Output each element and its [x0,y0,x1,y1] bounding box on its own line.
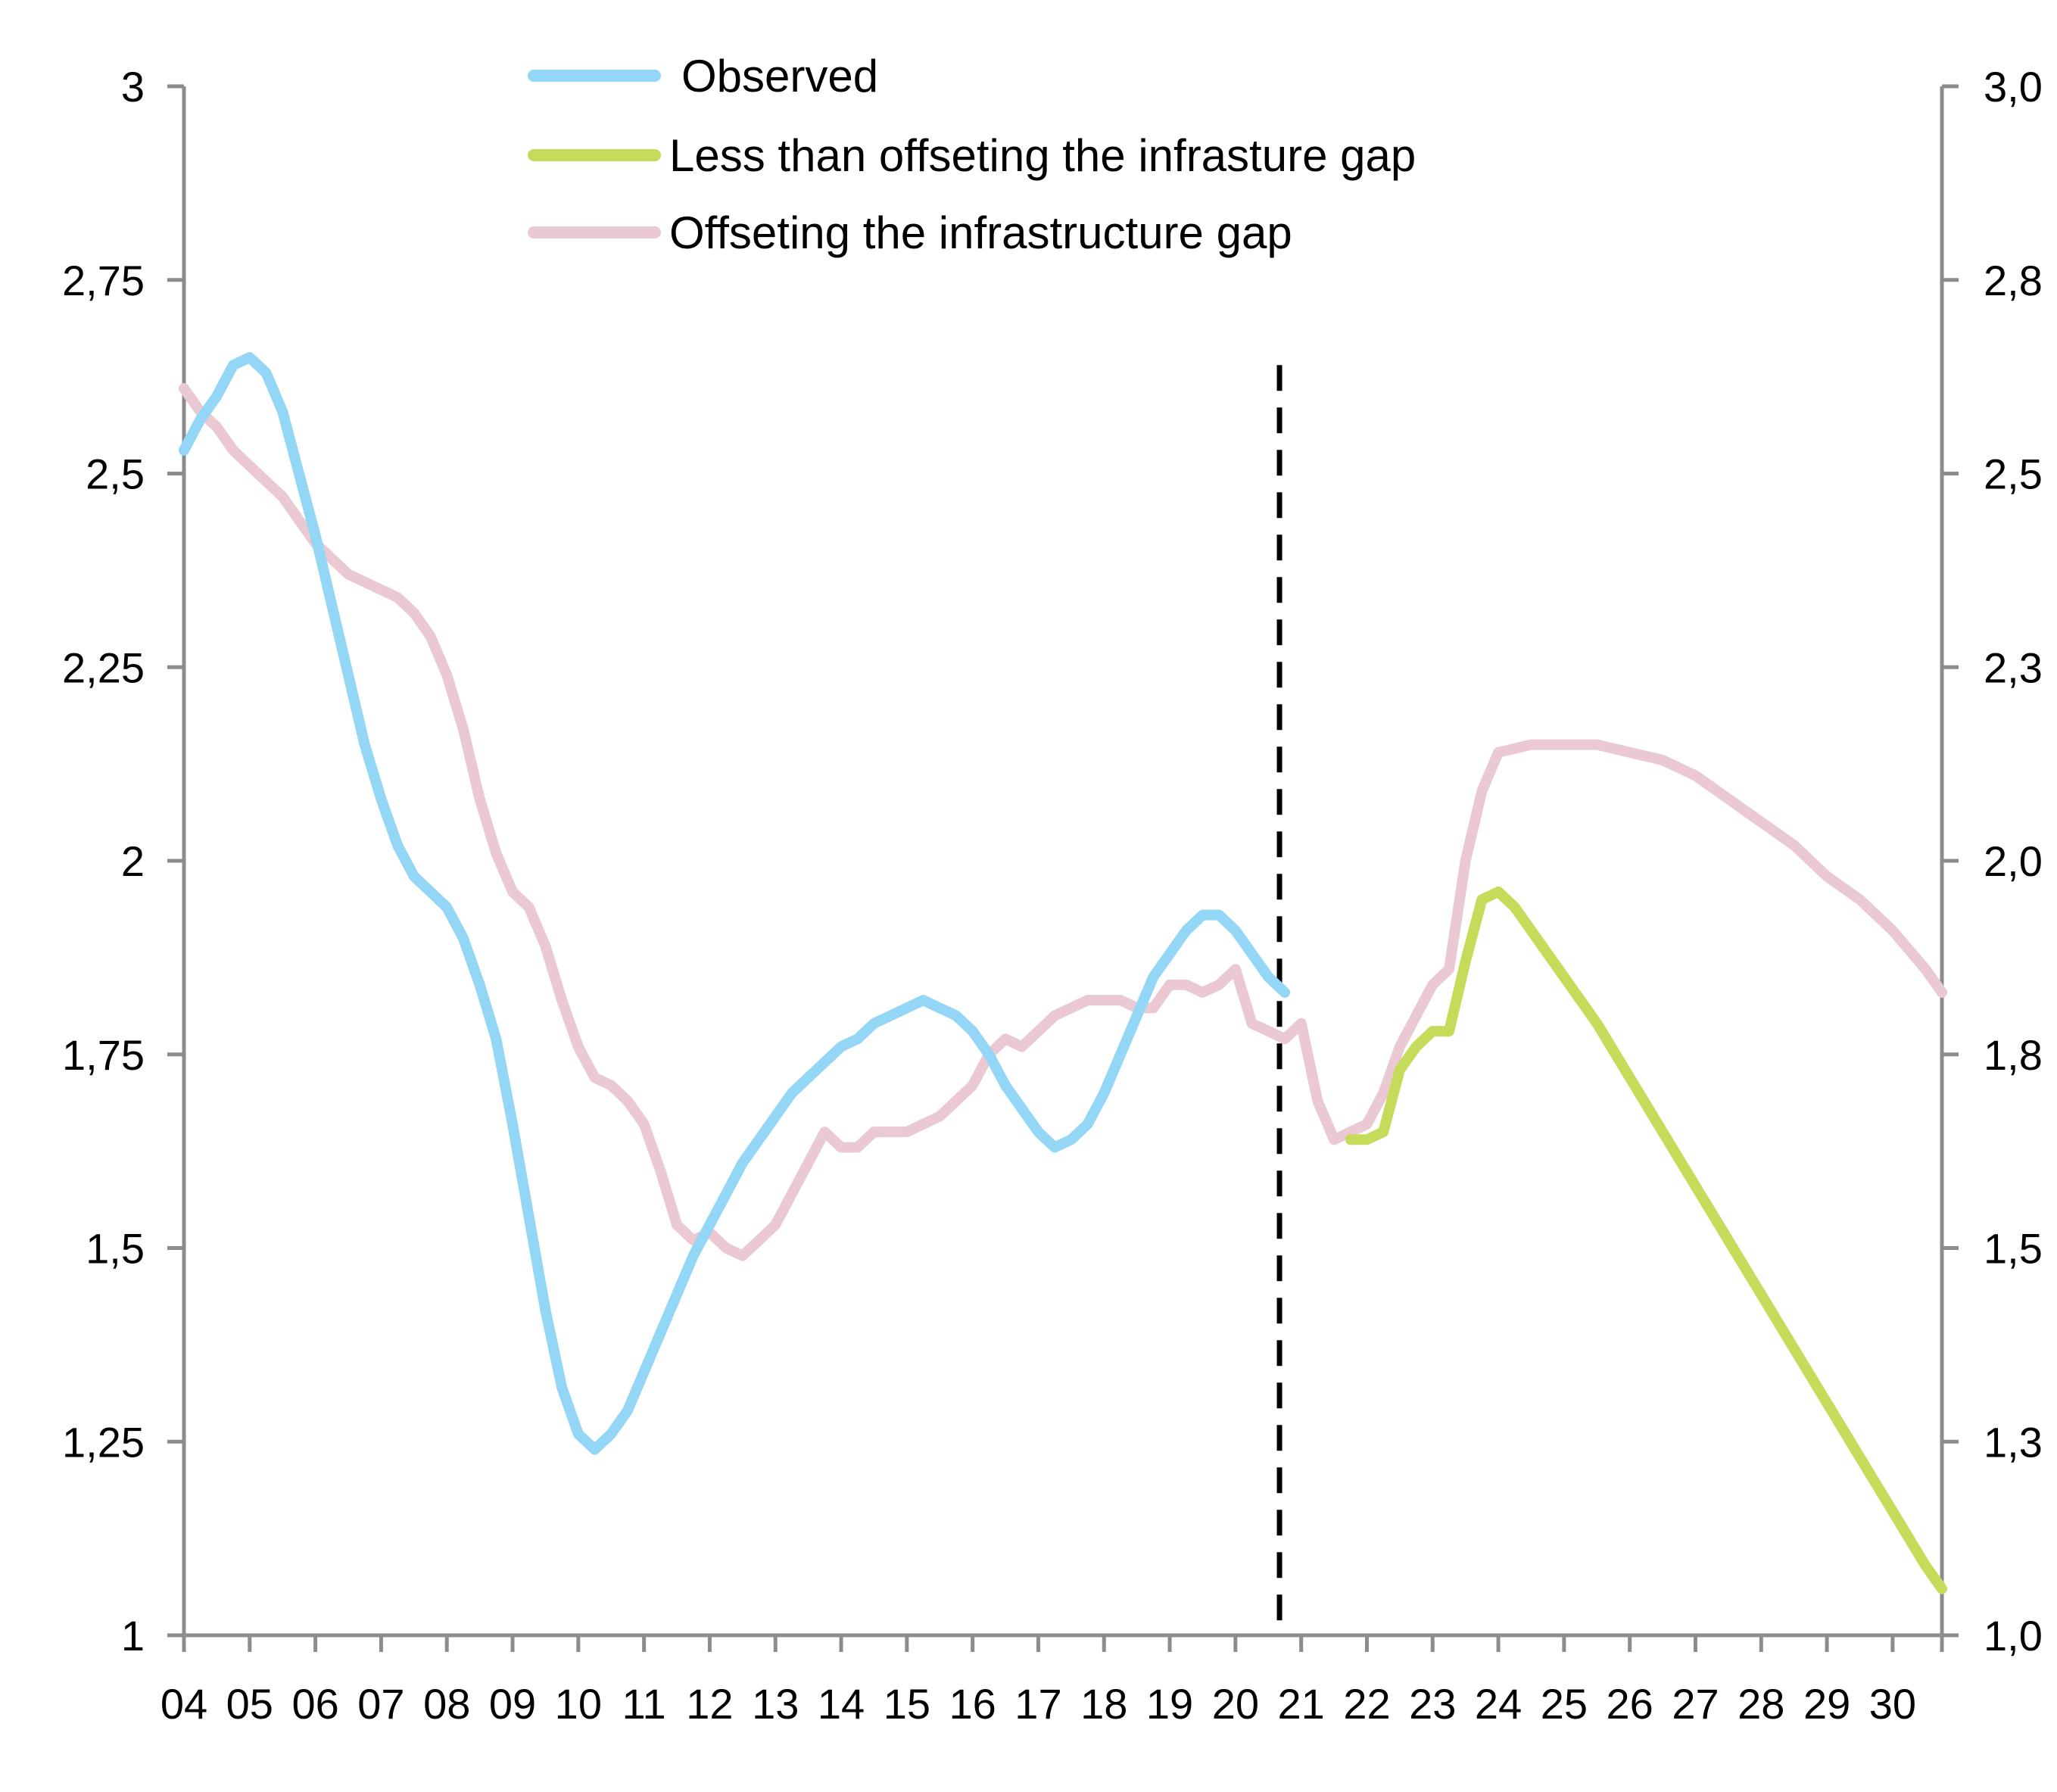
right-y-tick-label: 1,3 [1984,1418,2043,1466]
right-y-tick-label: 1,8 [1984,1031,2043,1079]
series-line-1 [1345,886,1947,1594]
x-tick-label: 07 [357,1680,404,1728]
x-tick-label: 08 [423,1680,470,1728]
right-y-tick-label: 1,0 [1984,1612,2043,1660]
axes: 1 1,25 1,5 1,75 2 2,25 2,5 2,75 3 1,0 1,3 1,5 1,8 2,0… [62,63,2043,1728]
right-y-tick-label: 2,8 [1984,257,2043,304]
x-tick-label: 30 [1869,1680,1916,1728]
left-y-tick-label: 2 [121,837,145,885]
right-y-tick-label: 1,5 [1984,1225,2043,1273]
x-tick-label: 17 [1014,1680,1061,1728]
right-y-tick-label: 2,3 [1984,644,2043,691]
x-tick-label: 22 [1343,1680,1390,1728]
left-y-tick-label: 2,75 [62,257,145,304]
left-y-tick-label: 1,5 [86,1225,145,1273]
left-y-tick-label: 2,5 [86,450,145,498]
x-tick-label: 06 [291,1680,338,1728]
x-tick-label: 18 [1080,1680,1127,1728]
x-tick-label: 16 [949,1680,996,1728]
x-tick-label: 13 [752,1680,799,1728]
x-tick-label: 04 [161,1680,207,1728]
legend-label: Observed [681,51,878,101]
right-y-tick-label: 2,0 [1984,837,2043,885]
x-tick-label: 25 [1541,1680,1588,1728]
series-line-2 [179,383,1947,1261]
x-tick-label: 27 [1672,1680,1719,1728]
x-tick-label: 29 [1803,1680,1850,1728]
x-tick-label: 05 [226,1680,273,1728]
x-tick-label: 09 [489,1680,536,1728]
x-tick-label: 11 [622,1680,666,1728]
x-tick-label: 15 [884,1680,930,1728]
legend-label: Offseting the infrastructure gap [669,207,1292,258]
x-tick-label: 12 [686,1680,733,1728]
left-y-tick-label: 3 [121,63,145,111]
x-tick-label: 21 [1278,1680,1325,1728]
series-lines [179,352,1947,1594]
series-line-0 [179,352,1290,1455]
legend-label: Less than offseting the infrasture gap [669,130,1416,181]
x-tick-label: 24 [1475,1680,1522,1728]
right-y-tick-label: 2,5 [1984,450,2043,498]
x-tick-label: 20 [1212,1680,1259,1728]
legend: Observed Less than offseting the infrastu… [528,51,1416,258]
x-tick-label: 14 [818,1680,865,1728]
x-tick-label: 28 [1738,1680,1784,1728]
x-tick-label: 19 [1146,1680,1193,1728]
x-tick-label: 10 [555,1680,602,1728]
x-tick-label: 26 [1607,1680,1653,1728]
right-y-tick-label: 3,0 [1984,63,2043,111]
left-y-tick-label: 2,25 [62,644,145,691]
left-y-tick-label: 1,75 [62,1031,145,1079]
left-y-tick-label: 1 [121,1612,145,1660]
left-y-tick-label: 1,25 [62,1418,145,1466]
x-tick-label: 23 [1409,1680,1456,1728]
